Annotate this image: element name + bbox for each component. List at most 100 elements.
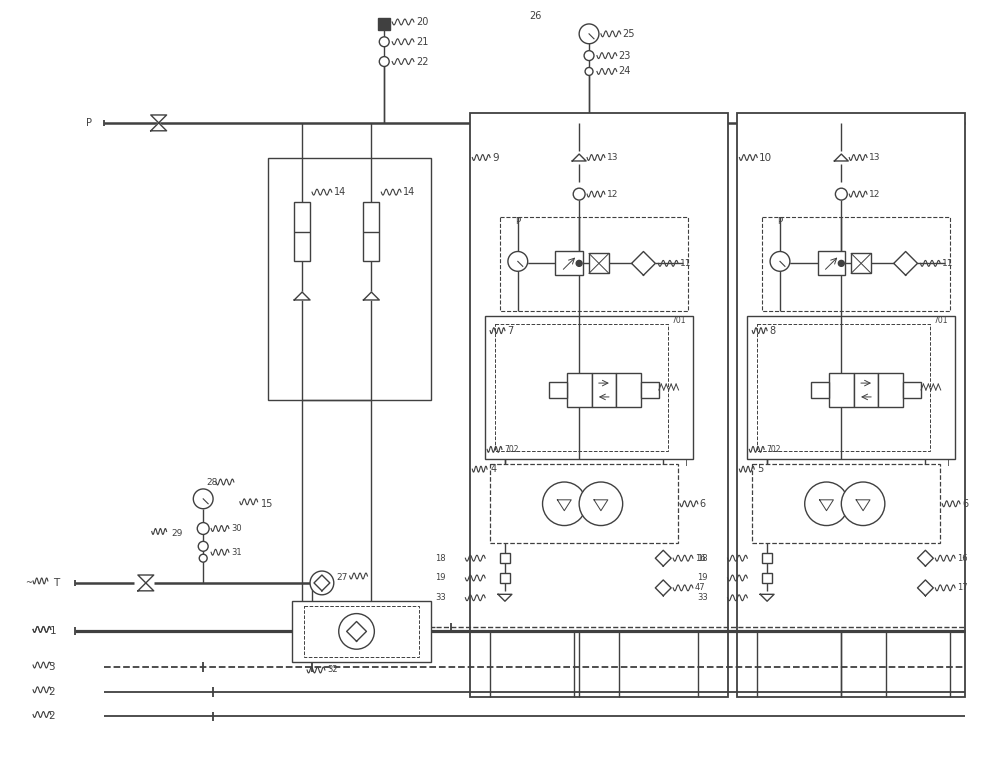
- Text: 25: 25: [623, 29, 635, 39]
- Text: 9: 9: [492, 152, 499, 162]
- Text: 29: 29: [172, 529, 183, 538]
- Text: 6: 6: [962, 499, 968, 508]
- Bar: [363, 202, 379, 262]
- Polygon shape: [820, 500, 833, 511]
- Bar: [304, 606, 419, 657]
- Polygon shape: [151, 115, 167, 130]
- Bar: [292, 601, 431, 662]
- Polygon shape: [894, 251, 917, 275]
- Polygon shape: [917, 551, 933, 566]
- Text: 27: 27: [337, 573, 348, 583]
- Polygon shape: [347, 622, 366, 641]
- Bar: [762, 553, 772, 563]
- Bar: [747, 316, 955, 459]
- Text: 1: 1: [50, 626, 57, 637]
- Polygon shape: [834, 154, 848, 161]
- Text: 23: 23: [619, 51, 631, 61]
- Text: 19: 19: [435, 573, 446, 583]
- Text: 701: 701: [671, 316, 686, 325]
- Bar: [878, 373, 903, 408]
- Circle shape: [576, 260, 582, 266]
- Bar: [762, 573, 772, 583]
- Circle shape: [805, 482, 848, 526]
- Text: 6: 6: [700, 499, 706, 508]
- Polygon shape: [594, 500, 608, 511]
- Circle shape: [199, 555, 207, 562]
- Polygon shape: [363, 292, 379, 300]
- Text: 16: 16: [957, 554, 968, 562]
- Text: P: P: [777, 217, 782, 226]
- Bar: [500, 217, 688, 311]
- Bar: [592, 373, 616, 408]
- Bar: [762, 217, 950, 311]
- Bar: [470, 113, 728, 697]
- Text: 11: 11: [680, 259, 692, 268]
- Text: 15: 15: [261, 499, 273, 508]
- Bar: [549, 382, 567, 398]
- Text: 701: 701: [933, 316, 948, 325]
- Circle shape: [198, 541, 208, 551]
- Text: 10: 10: [759, 152, 772, 162]
- Polygon shape: [294, 292, 310, 300]
- Text: 47: 47: [695, 583, 706, 592]
- Circle shape: [585, 67, 593, 76]
- Bar: [829, 373, 854, 408]
- Circle shape: [838, 260, 844, 266]
- Text: 17: 17: [957, 583, 968, 592]
- Text: 12: 12: [869, 190, 880, 198]
- Bar: [378, 18, 390, 30]
- Text: 31: 31: [231, 547, 242, 557]
- Circle shape: [310, 571, 334, 595]
- Circle shape: [573, 188, 585, 200]
- Text: 4: 4: [490, 464, 496, 474]
- Text: 18: 18: [435, 554, 446, 562]
- Text: 2: 2: [48, 711, 55, 722]
- Bar: [495, 323, 668, 451]
- Text: 8: 8: [769, 326, 775, 336]
- Polygon shape: [655, 551, 671, 566]
- Circle shape: [339, 614, 374, 649]
- Circle shape: [584, 51, 594, 61]
- Circle shape: [770, 251, 790, 271]
- Circle shape: [379, 37, 389, 47]
- Bar: [500, 553, 510, 563]
- Polygon shape: [760, 594, 774, 601]
- Text: 26: 26: [530, 11, 542, 21]
- Polygon shape: [138, 575, 154, 591]
- Bar: [555, 251, 583, 275]
- Bar: [589, 254, 609, 273]
- Text: 5: 5: [757, 464, 763, 474]
- Text: 13: 13: [869, 153, 881, 162]
- Bar: [811, 382, 829, 398]
- Bar: [294, 202, 310, 262]
- Circle shape: [543, 482, 586, 526]
- Text: T: T: [53, 578, 60, 588]
- Text: T: T: [683, 458, 688, 468]
- Bar: [903, 382, 921, 398]
- Text: 19: 19: [697, 573, 708, 583]
- Polygon shape: [557, 500, 571, 511]
- Bar: [268, 158, 431, 400]
- Text: 14: 14: [403, 187, 415, 197]
- Bar: [851, 254, 871, 273]
- Text: 32: 32: [327, 665, 337, 675]
- Circle shape: [197, 522, 209, 534]
- Bar: [752, 464, 940, 544]
- Text: 33: 33: [697, 594, 708, 602]
- Text: 14: 14: [334, 187, 346, 197]
- Bar: [616, 373, 641, 408]
- Bar: [500, 573, 510, 583]
- Text: 7: 7: [507, 326, 513, 336]
- Circle shape: [193, 489, 213, 508]
- Text: 18: 18: [697, 554, 708, 562]
- Text: 3: 3: [48, 662, 55, 672]
- Text: 20: 20: [416, 17, 428, 27]
- Text: 21: 21: [416, 37, 428, 47]
- Text: 24: 24: [619, 66, 631, 77]
- Text: T: T: [945, 458, 950, 468]
- Bar: [818, 251, 845, 275]
- Polygon shape: [498, 594, 512, 601]
- Text: 30: 30: [231, 524, 242, 533]
- Circle shape: [379, 56, 389, 66]
- Bar: [567, 373, 592, 408]
